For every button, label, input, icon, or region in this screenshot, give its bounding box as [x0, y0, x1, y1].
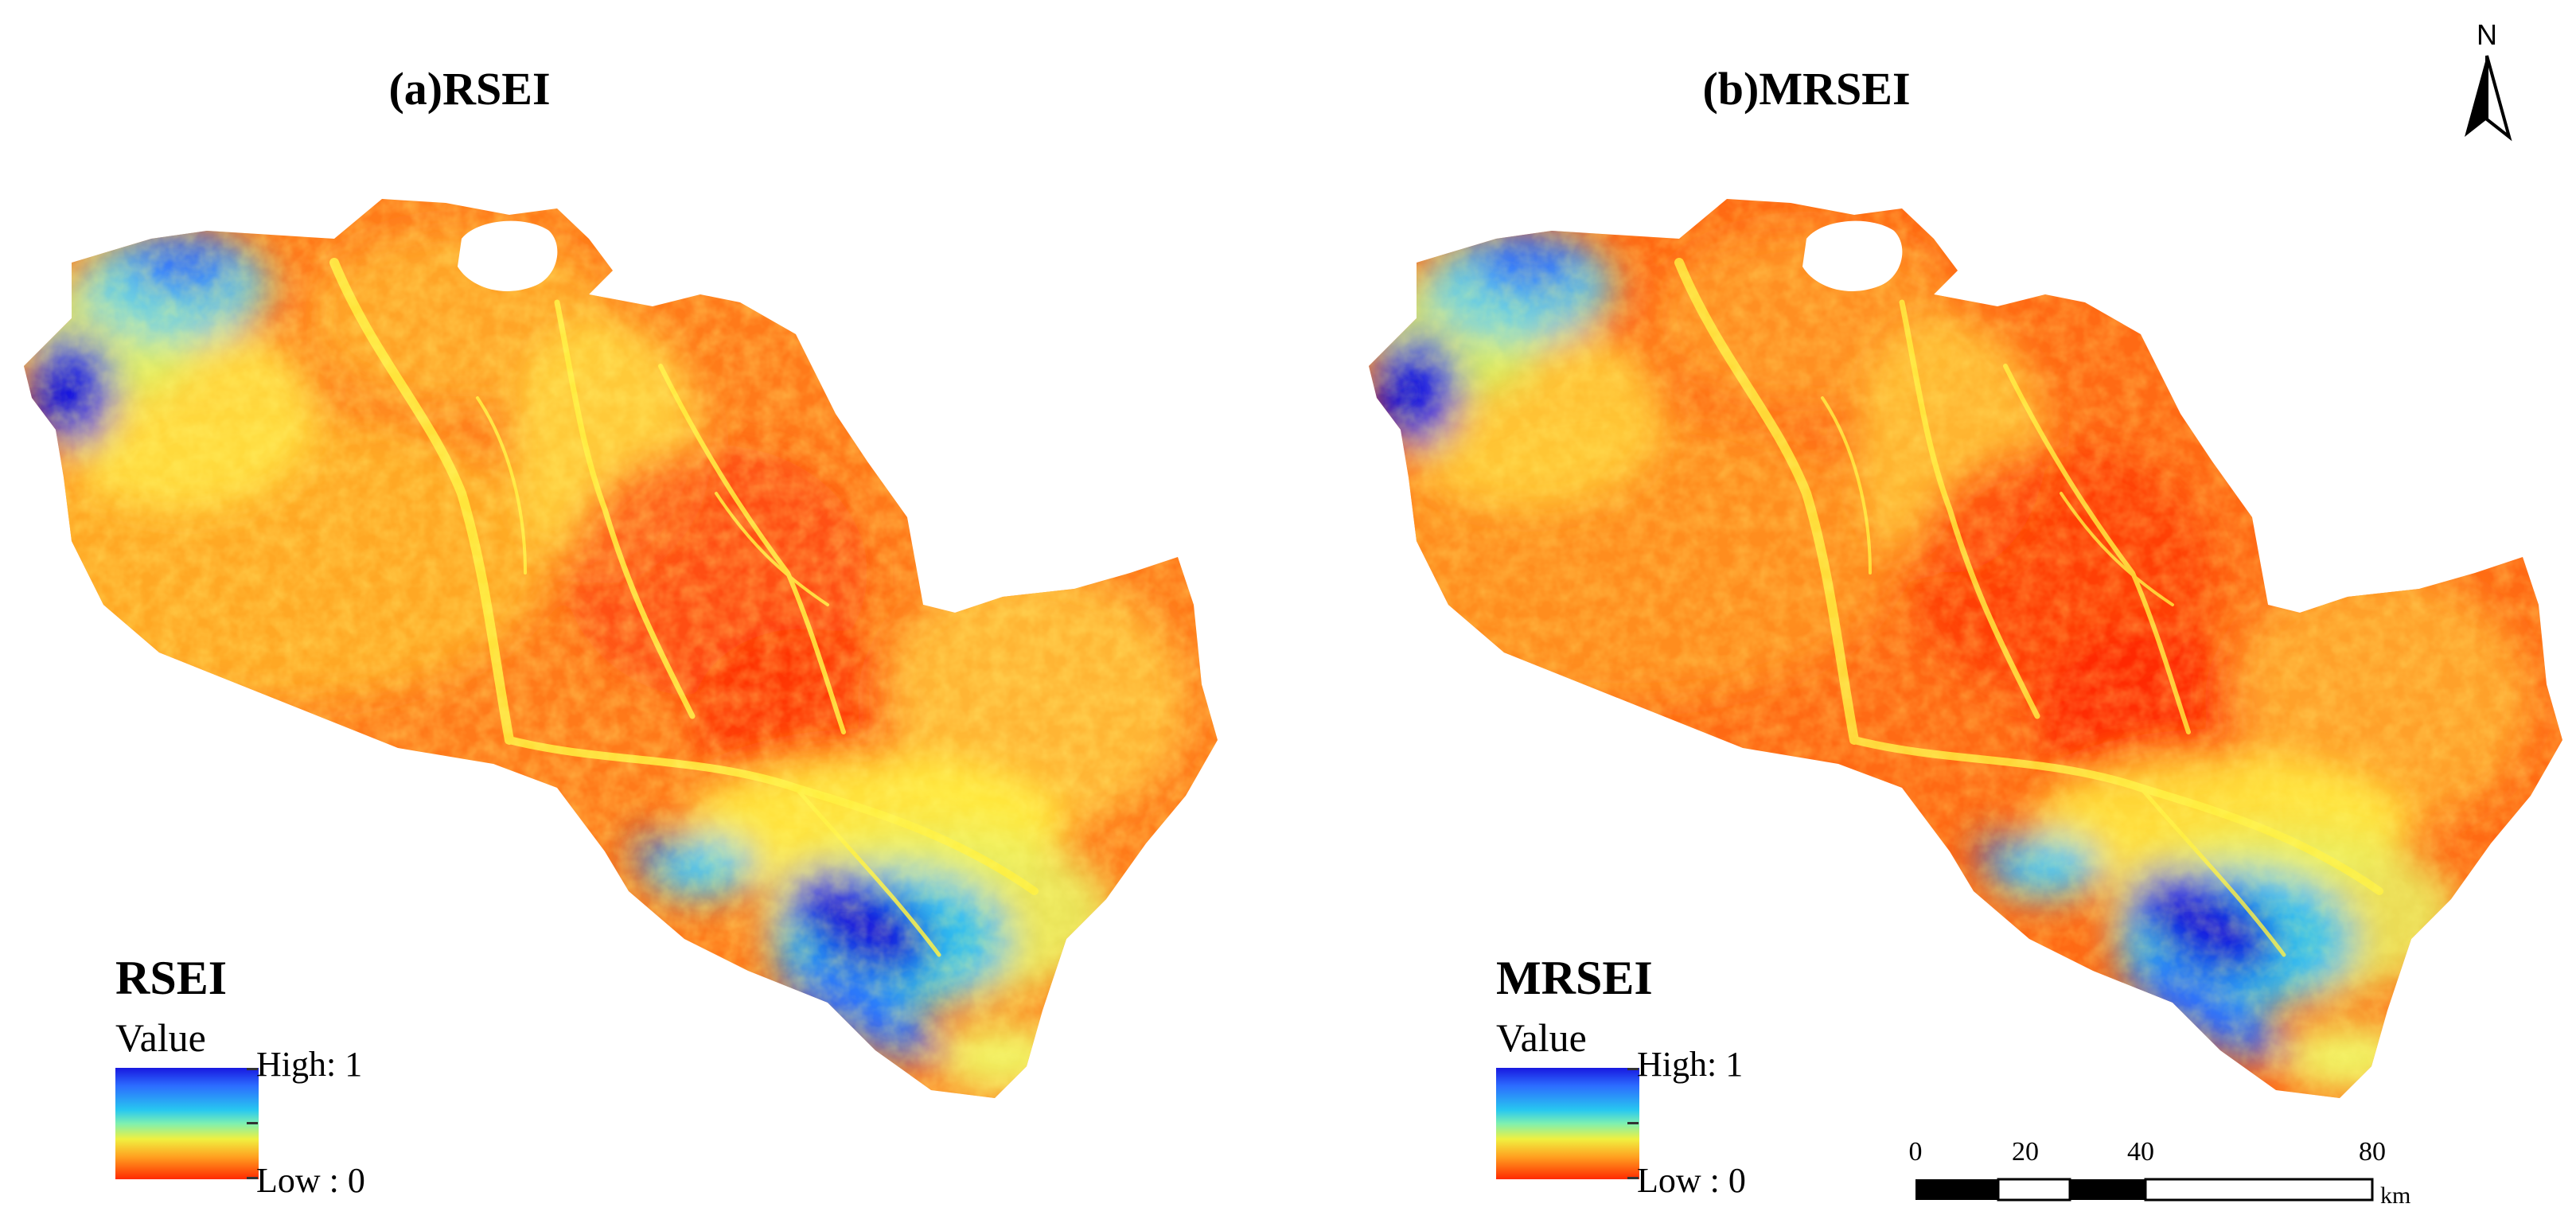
- scale-segment: [2144, 1178, 2374, 1202]
- scale-segment: [1915, 1179, 1998, 1200]
- legend-low-label: Low : 0: [1637, 1161, 1746, 1200]
- north-arrow-left-half: [2465, 56, 2487, 137]
- legend-subtitle: Value: [115, 1015, 206, 1060]
- legend-subtitle: Value: [1496, 1015, 1587, 1060]
- lake-hole: [1802, 220, 1903, 291]
- panel-mrsei: (b)MRSEI: [1345, 0, 2576, 1227]
- legend-tick: [247, 1068, 258, 1070]
- legend-tick: [1627, 1177, 1639, 1179]
- scale-segment: [1997, 1178, 2071, 1202]
- north-arrow-right-half: [2485, 55, 2512, 142]
- legend-tick: [247, 1177, 258, 1179]
- scale-bar: 0 20 40 80 km: [1906, 1130, 2431, 1217]
- scale-tick-label: 0: [1909, 1137, 1923, 1167]
- legend-title: MRSEI: [1496, 952, 1653, 1004]
- panel-title: (b)MRSEI: [1702, 63, 1911, 115]
- north-arrow: N: [2455, 18, 2519, 145]
- lake-hole: [458, 220, 558, 291]
- scale-unit: km: [2380, 1182, 2410, 1209]
- scale-tick-label: 40: [2127, 1137, 2154, 1167]
- rsei-map: [24, 199, 1218, 1098]
- legend-tick: [1627, 1122, 1639, 1124]
- scale-tick-label: 80: [2359, 1137, 2386, 1167]
- scale-segment: [2070, 1179, 2145, 1200]
- panel-title: (a)RSEI: [388, 63, 551, 115]
- scale-tick-label: 20: [2012, 1137, 2039, 1167]
- legend-high-label: High: 1: [256, 1045, 363, 1084]
- legend-high-label: High: 1: [1637, 1045, 1744, 1084]
- north-label: N: [2477, 18, 2497, 51]
- legend-color-ramp: [1496, 1068, 1639, 1179]
- legend-tick: [1627, 1068, 1639, 1070]
- legend-title: RSEI: [115, 952, 228, 1004]
- legend-color-ramp: [115, 1068, 259, 1179]
- legend-low-label: Low : 0: [256, 1161, 365, 1200]
- panel-rsei: (a)RSEI: [0, 0, 1273, 1227]
- mrsei-map: [1369, 199, 2562, 1098]
- legend-tick: [247, 1122, 258, 1124]
